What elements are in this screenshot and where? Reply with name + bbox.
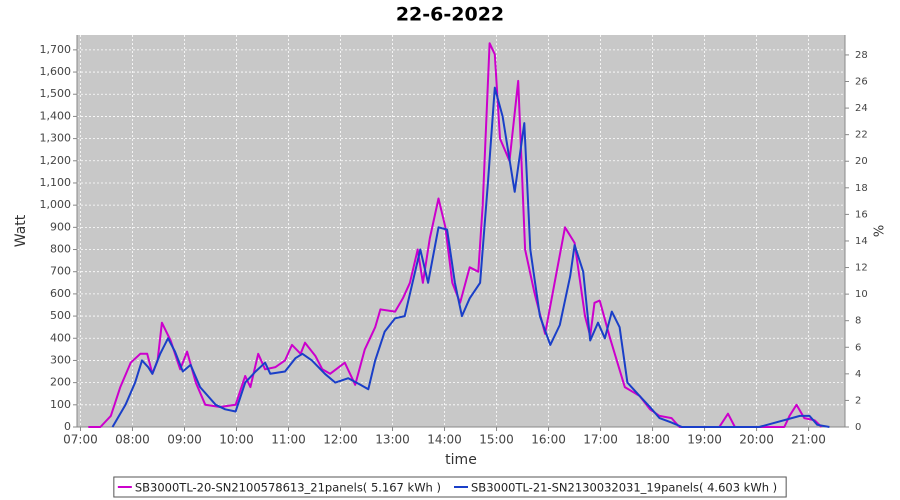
y2-tick-label: 12	[855, 263, 868, 274]
x-tick-label: 13:00	[375, 433, 410, 447]
y2-tick-label: 20	[855, 156, 868, 167]
x-tick-label: 17:00	[583, 433, 618, 447]
legend-label: SB3000TL-20-SN2100578613_21panels( 5.167…	[135, 481, 441, 495]
x-tick-label: 19:00	[687, 433, 722, 447]
chart-title: 22-6-2022	[396, 4, 504, 26]
y2-tick-label: 8	[855, 316, 861, 327]
x-tick-label: 08:00	[115, 433, 150, 447]
y-tick-label: 1,300	[40, 132, 72, 145]
plot-area	[77, 35, 845, 427]
legend-box	[113, 476, 787, 498]
series-line	[111, 86, 830, 428]
x-tick-label: 15:00	[479, 433, 514, 447]
y2-tick-label: 22	[855, 130, 868, 141]
y2-tick-label: 24	[855, 103, 868, 114]
y2-tick-label: 10	[855, 289, 868, 300]
x-tick-label: 21:00	[791, 433, 826, 447]
x-tick-label: 16:00	[531, 433, 566, 447]
y-tick-label: 200	[50, 376, 71, 389]
y2-tick-label: 18	[855, 183, 868, 194]
legend-label: SB3000TL-21-SN2130032031_19panels( 4.603…	[471, 481, 777, 495]
x-tick-label: 09:00	[167, 433, 202, 447]
x-tick-label: 12:00	[323, 433, 358, 447]
y-tick-label: 1,500	[40, 87, 72, 100]
x-axis-label: time	[445, 452, 477, 468]
y2-tick-label: 6	[855, 342, 861, 353]
y2-tick-label: 0	[855, 422, 861, 433]
y-tick-label: 600	[50, 287, 71, 300]
y2-tick-label: 28	[855, 50, 868, 61]
y2-tick-label: 4	[855, 369, 861, 380]
x-tick-label: 20:00	[739, 433, 774, 447]
y-tick-label: 300	[50, 353, 71, 366]
y-tick-label: 1,000	[40, 198, 72, 211]
y-tick-label: 100	[50, 398, 71, 411]
y2-tick-label: 26	[855, 77, 868, 88]
y2-axis-label: %	[873, 225, 888, 237]
y-tick-label: 900	[50, 220, 71, 233]
y-tick-label: 1,400	[40, 109, 72, 122]
y-tick-label: 1,200	[40, 154, 72, 167]
y-tick-label: 1,600	[40, 65, 72, 78]
y-tick-label: 800	[50, 243, 71, 256]
y-tick-label: 400	[50, 331, 71, 344]
x-tick-label: 07:00	[63, 433, 98, 447]
y2-tick-label: 16	[855, 209, 868, 220]
y-axis-label: Watt	[13, 214, 29, 247]
x-tick-label: 14:00	[427, 433, 462, 447]
y2-tick-label: 14	[855, 236, 868, 247]
y2-tick-label: 2	[855, 395, 861, 406]
y-tick-label: 500	[50, 309, 71, 322]
x-tick-label: 11:00	[271, 433, 306, 447]
y-tick-label: 0	[64, 420, 71, 433]
x-tick-label: 10:00	[219, 433, 254, 447]
x-tick-label: 18:00	[635, 433, 670, 447]
y-tick-label: 1,700	[40, 43, 72, 56]
y-tick-label: 1,100	[40, 176, 72, 189]
y-tick-label: 700	[50, 265, 71, 278]
